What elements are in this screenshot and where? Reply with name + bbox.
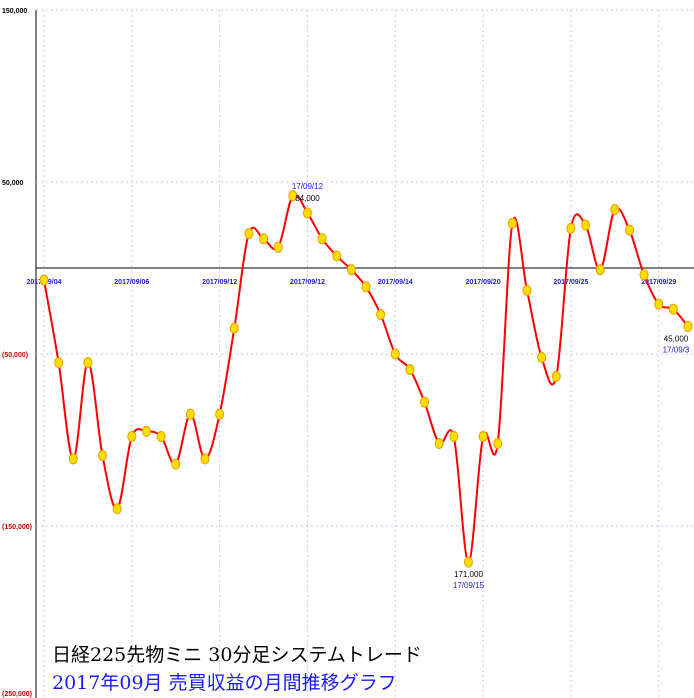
data-point <box>566 222 576 234</box>
data-point <box>668 303 678 315</box>
series-line <box>43 193 689 564</box>
data-point <box>537 351 547 363</box>
x-date-label: 2017/09/25 <box>553 279 588 286</box>
x-date-label: 2017/09/06 <box>114 279 149 286</box>
data-point <box>551 370 561 382</box>
data-point <box>346 264 356 276</box>
data-point <box>215 408 225 420</box>
data-point <box>302 207 312 219</box>
annotation-value: 45,000 <box>664 334 689 343</box>
data-point <box>68 453 78 465</box>
data-point <box>112 503 122 515</box>
x-date-label: 2017/09/14 <box>378 279 413 286</box>
data-point <box>361 281 371 293</box>
annotation-date: 17/09/3 <box>663 345 690 354</box>
y-tick-label: 150,000 <box>2 8 27 15</box>
data-point <box>244 228 254 240</box>
annotations: 17/09/12 84,000 171,000 17/09/15 45,000 17/09… <box>292 182 690 590</box>
x-date-labels: 2017/09/042017/09/062017/09/122017/09/12… <box>26 279 676 286</box>
data-point <box>522 284 532 296</box>
data-point <box>83 357 93 369</box>
data-point <box>463 556 473 568</box>
data-point <box>639 269 649 281</box>
data-point <box>54 357 64 369</box>
data-point <box>434 437 444 449</box>
caption-line-2: 2017年09月 売買収益の月間推移グラフ <box>52 672 397 694</box>
data-point <box>171 458 181 470</box>
data-point <box>390 348 400 360</box>
data-point <box>420 396 430 408</box>
data-point <box>229 322 239 334</box>
annotation-value: 84,000 <box>295 194 320 203</box>
data-point <box>141 425 151 437</box>
annotation-date: 17/09/12 <box>292 182 324 191</box>
data-point <box>259 233 269 245</box>
data-point <box>127 431 137 443</box>
data-point <box>317 233 327 245</box>
data-point <box>185 408 195 420</box>
data-point <box>493 437 503 449</box>
data-point <box>581 219 591 231</box>
data-point <box>376 308 386 320</box>
y-tick-label: (150,000) <box>2 524 32 531</box>
data-point <box>449 431 459 443</box>
data-point <box>595 264 605 276</box>
x-date-label: 2017/09/29 <box>641 279 676 286</box>
data-point <box>507 217 517 229</box>
data-point <box>39 274 49 286</box>
x-date-label: 2017/09/12 <box>202 279 237 286</box>
y-tick-label: 50,000 <box>2 180 24 187</box>
data-point <box>332 250 342 262</box>
grid <box>35 9 694 698</box>
x-date-label: 2017/09/20 <box>466 279 501 286</box>
series <box>43 193 689 564</box>
y-tick-label: (250,000) <box>2 691 32 698</box>
data-point <box>478 431 488 443</box>
y-tick-labels: 150,000 50,000 (50,000) (150,000) (250,000) <box>2 8 32 698</box>
data-point <box>98 449 108 461</box>
data-point <box>683 320 693 332</box>
data-point <box>405 363 415 375</box>
x-date-label: 2017/09/12 <box>290 279 325 286</box>
annotation-value: 171,000 <box>454 570 483 579</box>
annotation-date: 17/09/15 <box>453 581 485 590</box>
data-point <box>200 453 210 465</box>
data-point <box>610 204 620 216</box>
caption-line-1: 日経225先物ミニ 30分足システムトレード <box>52 644 422 666</box>
markers <box>39 190 693 568</box>
data-point <box>273 241 283 253</box>
data-point <box>156 431 166 443</box>
data-point <box>288 190 298 202</box>
data-point <box>654 298 664 310</box>
data-point <box>624 224 634 236</box>
y-tick-label: (50,000) <box>2 352 28 359</box>
